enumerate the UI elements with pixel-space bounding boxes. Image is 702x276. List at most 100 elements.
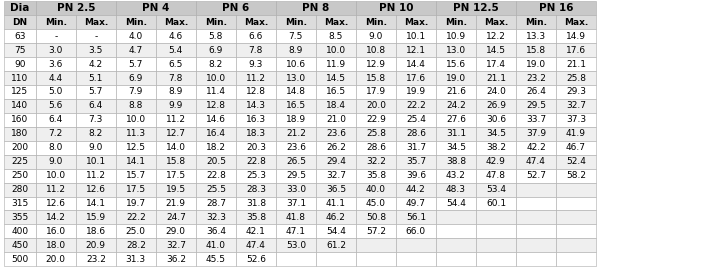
Bar	[436, 113, 476, 127]
Bar	[516, 71, 556, 85]
Bar	[116, 211, 156, 224]
Bar	[436, 183, 476, 197]
Text: Max.: Max.	[404, 18, 428, 27]
Text: 31.3: 31.3	[126, 255, 146, 264]
Bar	[356, 15, 396, 29]
Bar	[356, 99, 396, 113]
Bar	[276, 57, 316, 71]
Bar	[356, 224, 396, 238]
Bar	[196, 57, 236, 71]
Text: 41.8: 41.8	[286, 213, 306, 222]
Text: 3.5: 3.5	[88, 46, 103, 55]
Text: 10.0: 10.0	[46, 171, 66, 180]
Bar	[236, 183, 276, 197]
Text: 28.3: 28.3	[246, 185, 266, 194]
Text: 14.9: 14.9	[566, 32, 586, 41]
Text: 43.2: 43.2	[446, 171, 466, 180]
Bar	[76, 127, 116, 141]
Bar	[316, 141, 356, 155]
Text: 12.5: 12.5	[126, 143, 146, 152]
Bar	[356, 43, 396, 57]
Text: 5.8: 5.8	[208, 32, 223, 41]
Bar	[276, 183, 316, 197]
Bar	[516, 197, 556, 211]
Bar	[476, 15, 516, 29]
Text: 12.6: 12.6	[46, 199, 66, 208]
Text: 14.2: 14.2	[46, 213, 66, 222]
Text: 11.2: 11.2	[166, 115, 186, 124]
Text: 17.9: 17.9	[366, 87, 386, 97]
Text: 3.6: 3.6	[48, 60, 63, 69]
Text: 500: 500	[11, 255, 28, 264]
Text: 6.5: 6.5	[168, 60, 183, 69]
Bar	[196, 238, 236, 252]
Bar	[396, 224, 436, 238]
Bar	[76, 29, 116, 43]
Bar	[556, 113, 596, 127]
Bar	[36, 141, 76, 155]
Bar	[476, 71, 516, 85]
Bar	[396, 127, 436, 141]
Text: 14.0: 14.0	[166, 143, 186, 152]
Text: 29.4: 29.4	[326, 157, 346, 166]
Bar	[356, 155, 396, 169]
Text: 5.7: 5.7	[128, 60, 143, 69]
Text: 20.0: 20.0	[366, 101, 386, 110]
Text: Dia: Dia	[10, 3, 29, 13]
Text: 17.5: 17.5	[166, 171, 186, 180]
Bar	[236, 224, 276, 238]
Text: 6.9: 6.9	[208, 46, 223, 55]
Text: 24.0: 24.0	[486, 87, 506, 97]
Text: 14.4: 14.4	[406, 60, 426, 69]
Bar	[316, 113, 356, 127]
Bar	[396, 169, 436, 183]
Text: 12.6: 12.6	[86, 185, 106, 194]
Bar	[476, 197, 516, 211]
Bar	[196, 252, 236, 266]
Bar	[516, 169, 556, 183]
Text: 19.7: 19.7	[126, 199, 146, 208]
Text: 52.6: 52.6	[246, 255, 266, 264]
Bar	[116, 15, 156, 29]
Text: 5.0: 5.0	[48, 87, 63, 97]
Bar	[196, 1, 276, 15]
Bar	[356, 127, 396, 141]
Text: 125: 125	[11, 87, 28, 97]
Text: 37.3: 37.3	[566, 115, 586, 124]
Bar	[436, 43, 476, 57]
Bar	[156, 71, 196, 85]
Text: 21.1: 21.1	[566, 60, 586, 69]
Bar	[556, 183, 596, 197]
Bar	[76, 71, 116, 85]
Bar	[396, 99, 436, 113]
Bar	[76, 211, 116, 224]
Bar	[236, 127, 276, 141]
Text: PN 6: PN 6	[223, 3, 249, 13]
Text: 36.2: 36.2	[166, 255, 186, 264]
Bar	[36, 169, 76, 183]
Text: 29.5: 29.5	[286, 171, 306, 180]
Text: 10.0: 10.0	[326, 46, 346, 55]
Bar	[196, 224, 236, 238]
Text: 25.8: 25.8	[366, 129, 386, 138]
Text: 17.6: 17.6	[566, 46, 586, 55]
Text: 58.2: 58.2	[566, 171, 586, 180]
Bar	[156, 238, 196, 252]
Bar	[476, 85, 516, 99]
Text: 33.7: 33.7	[526, 115, 546, 124]
Text: 9.3: 9.3	[249, 60, 263, 69]
Bar	[236, 141, 276, 155]
Text: 8.2: 8.2	[208, 60, 223, 69]
Text: 13.3: 13.3	[526, 32, 546, 41]
Text: 38.8: 38.8	[446, 157, 466, 166]
Text: 15.8: 15.8	[366, 73, 386, 83]
Bar	[156, 252, 196, 266]
Bar	[76, 155, 116, 169]
Text: 41.0: 41.0	[206, 241, 226, 250]
Text: 12.2: 12.2	[486, 32, 506, 41]
Bar	[36, 252, 76, 266]
Bar	[556, 197, 596, 211]
Bar	[276, 211, 316, 224]
Text: 21.6: 21.6	[446, 87, 466, 97]
Text: Min.: Min.	[285, 18, 307, 27]
